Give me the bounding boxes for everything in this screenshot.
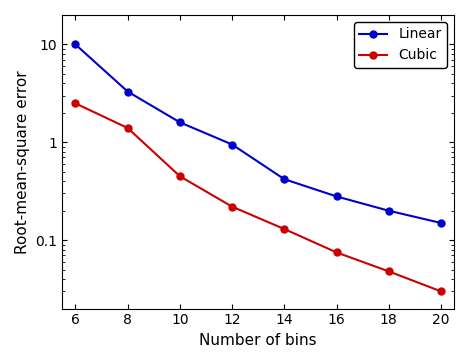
Line: Cubic: Cubic [72,100,445,295]
Cubic [386,269,392,274]
Y-axis label: Root-mean-square error: Root-mean-square error [15,70,30,254]
Cubic [281,227,287,231]
Linear [229,142,235,147]
Linear [281,177,287,182]
Linear [438,221,444,225]
Cubic [177,174,183,179]
Cubic [229,204,235,209]
Linear [334,194,340,199]
Linear [125,89,130,94]
Cubic [125,126,130,130]
Linear [73,42,78,46]
Legend: Linear, Cubic: Linear, Cubic [354,22,447,68]
X-axis label: Number of bins: Number of bins [199,333,317,348]
Linear [177,120,183,125]
Cubic [73,101,78,106]
Line: Linear: Linear [72,41,445,227]
Linear [386,209,392,213]
Cubic [438,289,444,294]
Cubic [334,250,340,254]
